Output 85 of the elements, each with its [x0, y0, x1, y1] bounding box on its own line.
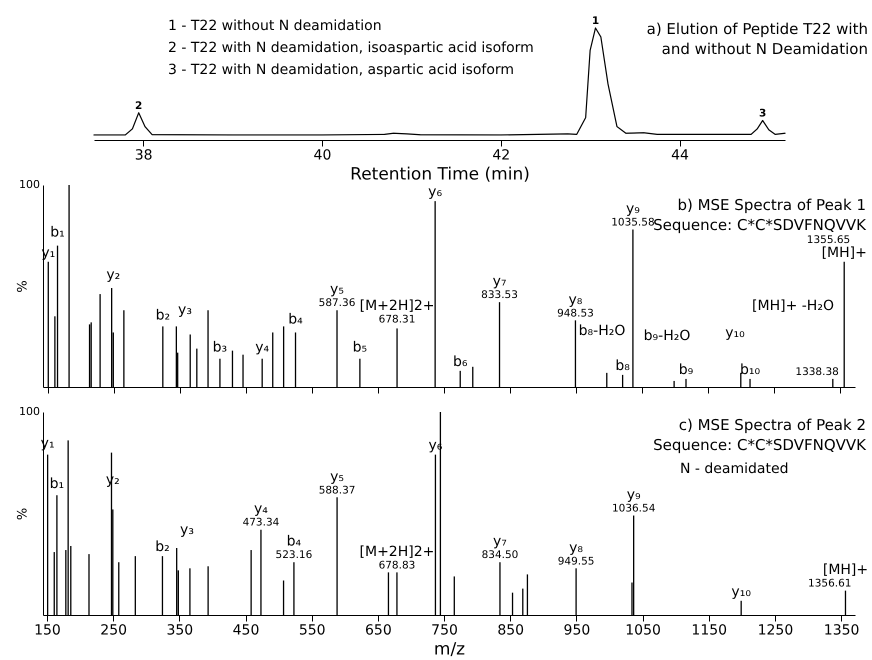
annotation: 1355.65 — [806, 234, 850, 246]
x-tick-label: 1350 — [824, 622, 860, 638]
annotation: 1035.58 — [611, 216, 655, 228]
chart-title: a) Elution of Peptide T22 with and without N Deamidation — [646, 20, 868, 58]
text: 100 — [19, 405, 40, 418]
annotation: 1338.38 — [795, 366, 839, 378]
annotation: [M+2H]2+ — [360, 298, 434, 314]
annotation: y₈ — [569, 540, 584, 556]
annotation: 523.16 — [276, 549, 313, 562]
annotation: [MH]+ — [822, 562, 868, 578]
chart-title: c) MSE Spectra of Peak 2 — [678, 416, 866, 434]
annotation: b₁ — [50, 476, 64, 492]
x-tick-label: 850 — [497, 622, 524, 638]
annotation: y₄ — [254, 501, 268, 518]
x-axis-title: Retention Time (min) — [350, 164, 530, 184]
x-tick-label: 1250 — [758, 622, 794, 638]
x-tick-label: 450 — [232, 622, 260, 638]
annotation: b₈-H₂O — [578, 323, 626, 339]
annotation: 833.53 — [481, 289, 518, 302]
x-axis-title: m/z — [434, 640, 466, 660]
annotation: 834.50 — [482, 549, 518, 562]
annotation: 588.37 — [318, 484, 356, 496]
annotation: 587.36 — [318, 297, 356, 310]
annotation: y₆ — [428, 184, 442, 200]
annotation: 3 - T22 with N deamidation, aspartic acid isoform — [168, 62, 514, 78]
x-tick-label: 1050 — [625, 622, 661, 638]
annotation: 1036.54 — [612, 502, 656, 515]
annotation: 949.55 — [558, 555, 594, 568]
annotation: [MH]+ — [822, 244, 867, 261]
annotation: b₉-H₂O — [644, 328, 690, 344]
x-tick-label: 650 — [364, 622, 392, 638]
annotation: 1 — [592, 15, 600, 27]
text: Sequence: C*C*SDVFNQVVK — [653, 436, 868, 454]
y-axis-title: % — [16, 508, 30, 520]
annotation: b₂ — [155, 539, 170, 556]
x-tick-label: 42 — [492, 148, 510, 164]
annotation: b₄ — [288, 311, 304, 328]
annotation: b₅ — [352, 340, 368, 356]
annotation: 473.34 — [242, 516, 280, 529]
annotation: b₂ — [156, 307, 170, 324]
annotation: y₂ — [106, 266, 120, 283]
annotation: y₄ — [255, 340, 270, 356]
annotation: 2 — [135, 100, 142, 112]
annotation: b₆ — [452, 354, 468, 370]
annotation: y₉ — [626, 487, 641, 504]
annotation: y₇ — [493, 534, 507, 550]
text: Sequence: C*C*SDVFNQVVK — [653, 216, 868, 234]
annotation: N - deamidated — [680, 461, 788, 477]
x-tick-label: 750 — [431, 622, 458, 638]
annotation: b₃ — [212, 340, 228, 356]
annotation: y₈ — [568, 292, 583, 308]
annotation: y₁₀ — [731, 584, 752, 600]
text: 100 — [19, 178, 40, 191]
annotation: 2 - T22 with N deamidation, isoaspartic acid isoform — [168, 40, 534, 56]
annotation: y₃ — [178, 302, 192, 318]
annotation: b₁ — [50, 224, 65, 241]
y-axis-title: % — [16, 280, 30, 293]
annotation: 1356.61 — [808, 578, 852, 590]
annotation: 948.53 — [557, 307, 594, 320]
x-tick-label: 44 — [671, 148, 690, 164]
annotation: b₄ — [286, 534, 302, 550]
annotation: y₇ — [492, 274, 506, 290]
annotation: [M+2H]2+ — [360, 544, 434, 560]
x-tick-label: 150 — [34, 622, 61, 638]
x-tick-label: 350 — [166, 622, 194, 638]
annotation: y₅ — [330, 468, 344, 485]
annotation: y₃ — [180, 522, 194, 538]
x-tick-label: 550 — [298, 622, 326, 638]
annotation: b₉ — [678, 362, 694, 378]
annotation: b₁₀ — [740, 362, 760, 378]
x-tick-label: 950 — [564, 622, 590, 638]
annotation: y₉ — [626, 200, 640, 217]
annotation: 3 — [758, 108, 766, 120]
annotation: 678.83 — [378, 559, 416, 572]
x-tick-label: 250 — [100, 622, 128, 638]
x-tick-label: 1150 — [691, 622, 728, 638]
text: b) MSE Spectra of Peak 1 — [677, 196, 866, 214]
annotation: y₁₀ — [725, 325, 746, 341]
annotation: 1 - T22 without N deamidation — [168, 18, 382, 34]
x-tick-label: 38 — [134, 148, 153, 164]
x-tick-label: 40 — [314, 148, 332, 164]
annotation: y₅ — [330, 282, 344, 298]
annotation: b₈ — [615, 358, 630, 374]
annotation: 678.31 — [378, 313, 416, 326]
annotation: [MH]+ -H₂O — [752, 298, 834, 314]
